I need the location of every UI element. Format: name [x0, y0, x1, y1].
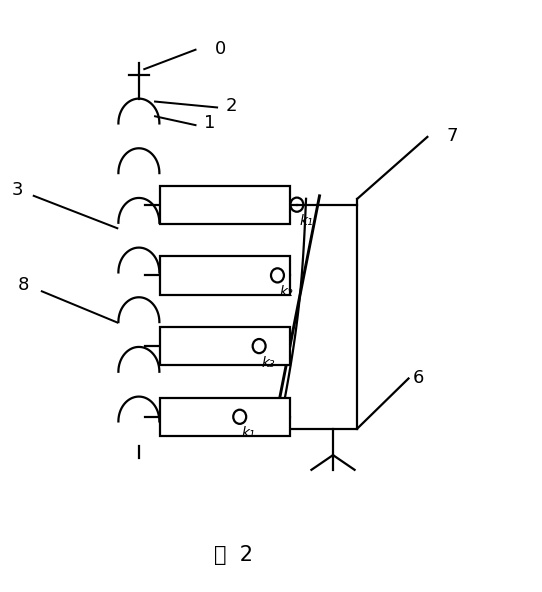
Text: 2: 2 — [225, 97, 237, 115]
Text: 7: 7 — [446, 127, 458, 144]
Text: k₁: k₁ — [242, 426, 255, 440]
Text: 6: 6 — [413, 369, 424, 388]
Text: k₁: k₁ — [299, 214, 313, 228]
Bar — [160, 398, 290, 436]
Text: 3: 3 — [12, 181, 23, 199]
Bar — [160, 185, 290, 224]
Text: k₃: k₃ — [261, 356, 275, 369]
Text: 1: 1 — [204, 114, 215, 133]
Text: 图  2: 图 2 — [214, 545, 253, 565]
Text: k₂: k₂ — [280, 285, 293, 299]
Text: 8: 8 — [17, 276, 29, 294]
Bar — [160, 256, 290, 295]
Bar — [160, 327, 290, 365]
Text: 0: 0 — [215, 40, 225, 57]
